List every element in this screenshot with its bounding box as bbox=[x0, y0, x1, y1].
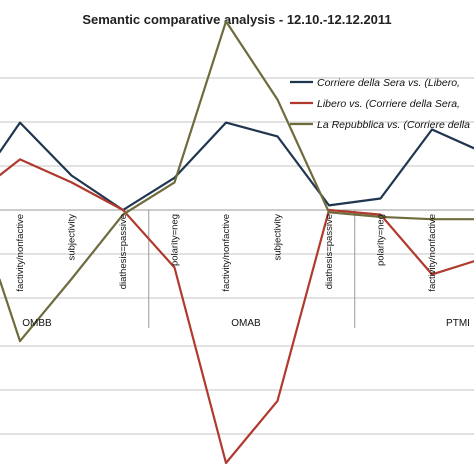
tick-label-2: diathesis=passive bbox=[118, 214, 129, 289]
tick-label-5: subjectivity bbox=[273, 214, 284, 261]
tick-label-7: polarity=neg bbox=[376, 214, 387, 266]
series-line-1 bbox=[0, 158, 474, 465]
tick-label-1: subjectivity bbox=[67, 214, 78, 261]
group-label-1: OMAB bbox=[231, 318, 261, 329]
series-lines bbox=[0, 20, 474, 465]
tick-label-0: factivity/nonfactive bbox=[15, 214, 26, 292]
legend-label-0: Corriere della Sera vs. (Libero, bbox=[317, 77, 460, 89]
tick-label-8: factivity/nonfactive bbox=[427, 214, 438, 292]
tick-label-4: factivity/nonfactive bbox=[221, 214, 232, 292]
gridlines bbox=[0, 77, 474, 435]
series-line-0 bbox=[0, 121, 474, 212]
chart-title: Semantic comparative analysis - 12.10.-1… bbox=[82, 12, 391, 27]
category-tick-labels: factivity/nonfactive subjectivity diathesi… bbox=[15, 214, 438, 292]
group-separators bbox=[0, 209, 474, 328]
legend: Corriere della Sera vs. (Libero, Libero v… bbox=[290, 77, 470, 131]
group-label-0: OMBB bbox=[22, 318, 52, 329]
legend-label-1: Libero vs. (Corriere della Sera, bbox=[317, 98, 460, 110]
group-label-2: PTMI bbox=[446, 318, 470, 329]
group-labels: OMBB OMAB PTMI bbox=[22, 318, 470, 329]
series-line-2 bbox=[0, 20, 474, 343]
legend-label-2: La Repubblica vs. (Corriere della bbox=[317, 119, 470, 131]
tick-label-6: diathesis=passive bbox=[324, 214, 335, 289]
tick-label-3: polarity=neg bbox=[170, 214, 181, 266]
